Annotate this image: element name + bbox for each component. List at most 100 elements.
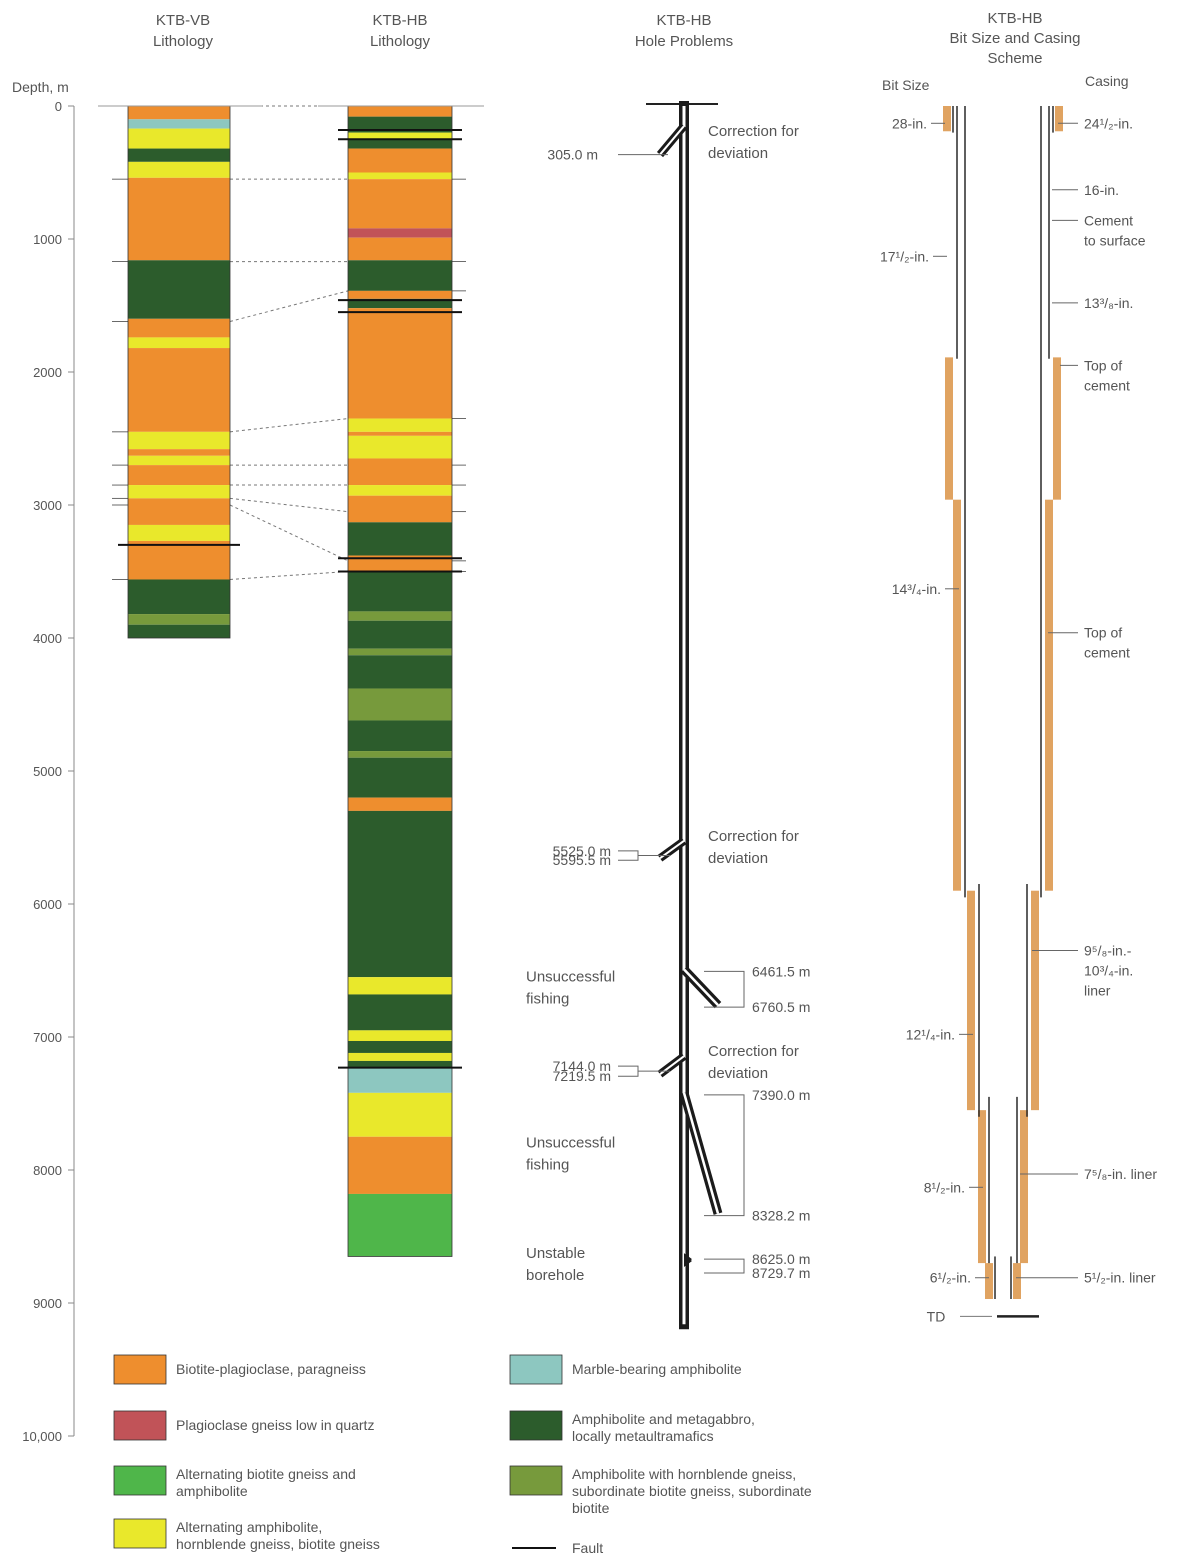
legend-label: Marble-bearing amphibolite bbox=[572, 1361, 742, 1377]
problem-description: borehole bbox=[526, 1267, 584, 1284]
lithology-layer-alt-amphibolite-hornblende bbox=[348, 418, 452, 432]
problem-depth-label: 5525.0 m bbox=[553, 843, 611, 859]
lithology-layer-alt-amphibolite-hornblende bbox=[128, 128, 230, 149]
depth-axis-label: Depth, m bbox=[12, 79, 69, 95]
lithology-layer-biotite-plagioclase bbox=[128, 177, 230, 261]
lithology-layer-amphibolite-metagabbro bbox=[348, 720, 452, 752]
problem-description: fishing bbox=[526, 1156, 569, 1173]
unstable-mark bbox=[684, 1255, 692, 1268]
problem-description: Correction for bbox=[708, 828, 799, 845]
hb-lithology-column bbox=[318, 105, 484, 1257]
casing-label: 5¹/₂-in. liner bbox=[1084, 1270, 1156, 1286]
column-headers: KTB-VB Lithology KTB-HB Lithology KTB-HB… bbox=[12, 10, 1129, 95]
lithology-layer-biotite-plagioclase bbox=[128, 540, 230, 580]
problem-description: Correction for bbox=[708, 123, 799, 140]
lithology-layer-amphibolite-hornblende bbox=[128, 614, 230, 625]
hb-problems-subtitle: Hole Problems bbox=[635, 33, 733, 50]
casing-label: cement bbox=[1084, 377, 1130, 393]
depth-tick-label: 6000 bbox=[33, 897, 62, 912]
casing-label: 13³/₈-in. bbox=[1084, 295, 1133, 311]
bit-size-label: 14³/₄-in. bbox=[892, 581, 941, 597]
casing-label: 9⁵/₈-in.- bbox=[1084, 943, 1132, 959]
lithology-layer-amphibolite-hornblende bbox=[348, 611, 452, 621]
legend-label: Amphibolite and metagabbro, bbox=[572, 1411, 755, 1427]
problem-depth-label: 8625.0 m bbox=[752, 1251, 810, 1267]
bit-size-header: Bit Size bbox=[882, 77, 930, 93]
lithology-layer-amphibolite-metagabbro bbox=[128, 579, 230, 615]
problem-description: Unstable bbox=[526, 1245, 585, 1262]
cement-sheath bbox=[967, 890, 975, 1111]
lithology-layer-amphibolite-hornblende bbox=[348, 751, 452, 758]
lithology-layer-biotite-plagioclase bbox=[348, 237, 452, 261]
lithology-layer-biotite-plagioclase bbox=[128, 465, 230, 486]
depth-bracket bbox=[704, 1094, 745, 1217]
lithology-layer-biotite-plagioclase bbox=[348, 106, 452, 117]
casing-label: to surface bbox=[1084, 232, 1146, 248]
lithology-layer-alt-amphibolite-hornblende bbox=[128, 161, 230, 178]
lithology-layer-amphibolite-hornblende bbox=[348, 648, 452, 656]
legend-swatch-marble-amphibolite bbox=[509, 1354, 563, 1385]
hb-problems-title: KTB-HB bbox=[656, 12, 711, 29]
fishing-branch-bore bbox=[682, 1092, 720, 1214]
bit-size-label: 17¹/₂-in. bbox=[880, 248, 929, 264]
lithology-layer-biotite-plagioclase bbox=[348, 495, 452, 523]
depth-tick-label: 4000 bbox=[33, 631, 62, 646]
problem-depth-label: 305.0 m bbox=[547, 147, 598, 163]
lithology-layer-amphibolite-hornblende bbox=[348, 688, 452, 721]
cement-sheath bbox=[1045, 499, 1053, 891]
lithology-layer-biotite-plagioclase bbox=[128, 318, 230, 338]
lithology-layer-amphibolite-metagabbro bbox=[348, 655, 452, 689]
casing-scheme-panel: TD 28-in. 17¹/₂-in. 14³/₄-in. 12¹/₄-in. 8¹/₂-… bbox=[880, 106, 1157, 1324]
casing-label: Top of bbox=[1084, 625, 1122, 641]
lithology-layer-biotite-plagioclase bbox=[348, 179, 452, 229]
casing-label: 24¹/₂-in. bbox=[1084, 115, 1133, 131]
lithology-layer-marble-amphibolite bbox=[348, 1067, 452, 1093]
cement-sheath bbox=[978, 1110, 986, 1264]
lithology-layer-biotite-plagioclase bbox=[348, 431, 452, 436]
depth-tick-label: 1000 bbox=[33, 232, 62, 247]
problem-depth-label: 5595.5 m bbox=[553, 852, 611, 868]
legend-swatch-amphibolite-metagabbro bbox=[509, 1410, 563, 1441]
hb-casing-subtitle-2: Scheme bbox=[987, 50, 1042, 67]
legend-label: biotite bbox=[572, 1500, 610, 1516]
legend-swatch-plagioclase-gneiss bbox=[113, 1410, 167, 1441]
lithology-layer-alt-amphibolite-hornblende bbox=[348, 485, 452, 496]
casing-label: Cement bbox=[1084, 212, 1133, 228]
legend-swatch-alt-amphibolite-hornblende bbox=[113, 1518, 167, 1549]
lithology-layer-biotite-plagioclase bbox=[348, 797, 452, 811]
lithology-layer-amphibolite-metagabbro bbox=[348, 810, 452, 978]
problem-depth-label: 6461.5 m bbox=[752, 963, 810, 979]
lithology-layer-alt-amphibolite-hornblende bbox=[128, 524, 230, 541]
cement-sheath bbox=[953, 499, 961, 891]
lithology-layer-amphibolite-metagabbro bbox=[348, 116, 452, 133]
depth-tick-label: 9000 bbox=[33, 1296, 62, 1311]
problem-depth-label: 7219.5 m bbox=[553, 1068, 611, 1084]
legend-label: Alternating amphibolite, bbox=[176, 1519, 322, 1535]
lithology-layer-amphibolite-metagabbro bbox=[348, 1060, 452, 1068]
bit-size-label: 6¹/₂-in. bbox=[930, 1270, 971, 1286]
depth-tick-label: 7000 bbox=[33, 1030, 62, 1045]
correlation-line bbox=[229, 497, 349, 513]
legend-label: locally metaultramafics bbox=[572, 1428, 714, 1444]
lithology-layer-alt-amphibolite-hornblende bbox=[348, 1030, 452, 1041]
legend: Biotite-plagioclase, paragneiss Plagiocla… bbox=[113, 1354, 812, 1556]
depth-tick-label: 5000 bbox=[33, 764, 62, 779]
lithology-layer-plagioclase-gneiss bbox=[348, 228, 452, 238]
depth-bracket bbox=[704, 970, 745, 1008]
lithology-layer-biotite-plagioclase bbox=[128, 498, 230, 525]
lithology-layer-amphibolite-metagabbro bbox=[348, 620, 452, 649]
cement-sheath bbox=[943, 106, 951, 132]
lithology-layer-alt-amphibolite-hornblende bbox=[128, 455, 230, 466]
hb-casing-title: KTB-HB bbox=[987, 10, 1042, 27]
casing-label: Top of bbox=[1084, 357, 1122, 373]
bit-size-label: 28-in. bbox=[892, 115, 927, 131]
cement-sheath bbox=[1013, 1263, 1021, 1300]
depth-bracket bbox=[618, 1065, 639, 1077]
correlation-line bbox=[229, 418, 349, 433]
problem-description: Unsuccessful bbox=[526, 1134, 615, 1151]
lithology-layer-biotite-plagioclase bbox=[348, 148, 452, 173]
legend-label: Fault bbox=[572, 1540, 603, 1556]
problem-description: Correction for bbox=[708, 1043, 799, 1060]
depth-tick-label: 10,000 bbox=[22, 1429, 62, 1444]
lithology-layer-amphibolite-metagabbro bbox=[348, 1040, 452, 1053]
